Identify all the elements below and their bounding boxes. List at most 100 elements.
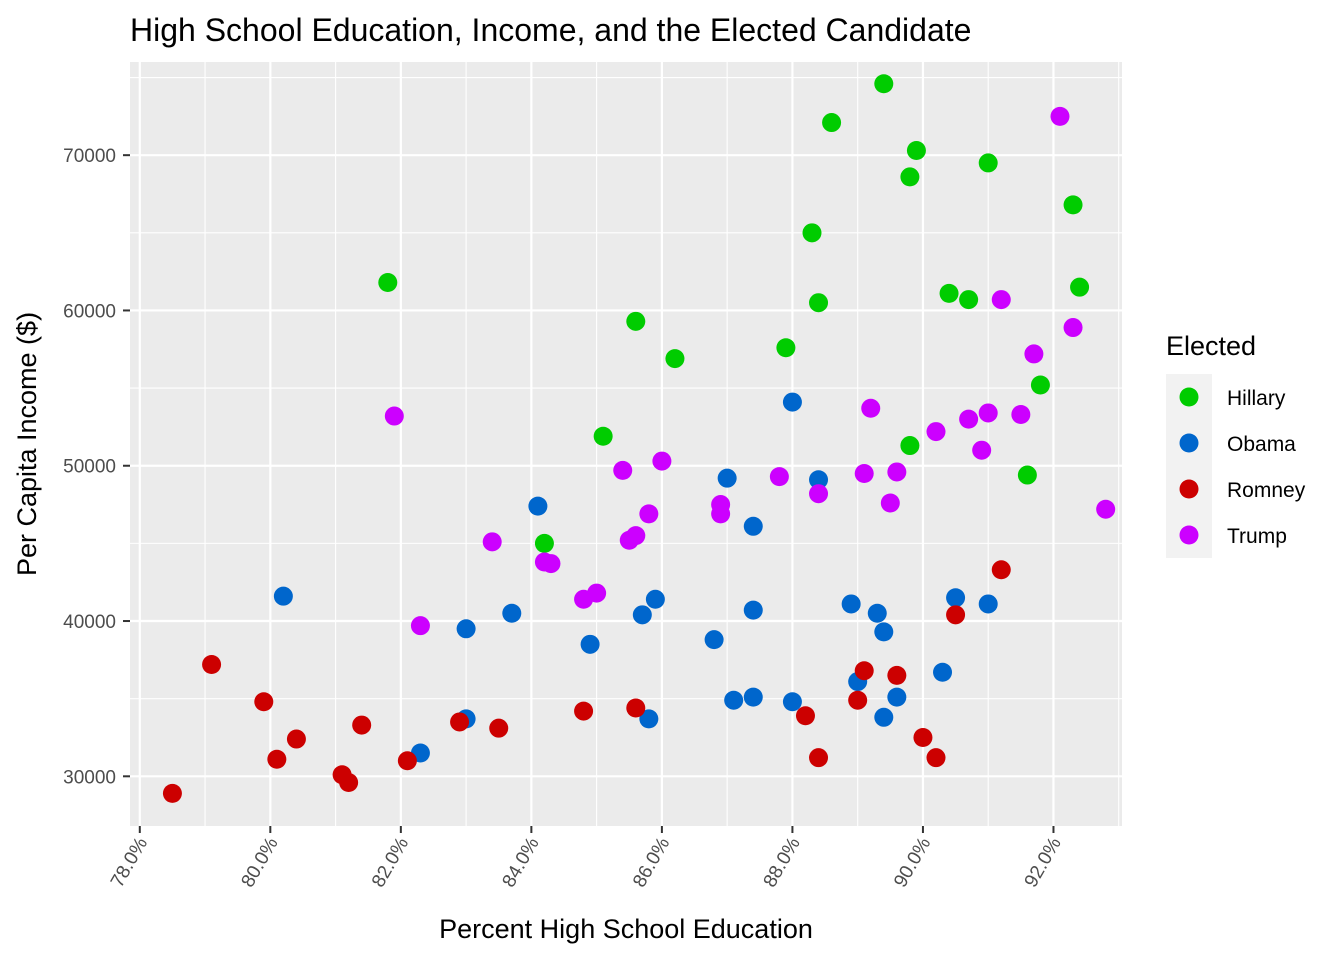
point-hillary bbox=[626, 311, 646, 331]
point-obama bbox=[632, 605, 652, 625]
point-obama bbox=[867, 603, 887, 623]
x-tick-label: 82.0% bbox=[368, 834, 413, 891]
point-hillary bbox=[939, 283, 959, 303]
point-trump bbox=[410, 616, 430, 636]
point-trump bbox=[861, 398, 881, 418]
point-obama bbox=[743, 687, 763, 707]
point-hillary bbox=[978, 153, 998, 173]
point-trump bbox=[959, 409, 979, 429]
legend: Elected Hillary Obama Romney Trump bbox=[1166, 331, 1306, 558]
point-romney bbox=[254, 692, 274, 712]
point-hillary bbox=[906, 141, 926, 161]
point-romney bbox=[397, 751, 417, 771]
legend-label-romney: Romney bbox=[1227, 479, 1306, 502]
point-obama bbox=[743, 516, 763, 536]
point-obama bbox=[639, 709, 659, 729]
x-axis-title: Percent High School Education bbox=[439, 914, 813, 944]
point-trump bbox=[809, 484, 829, 504]
point-hillary bbox=[900, 167, 920, 187]
point-trump bbox=[619, 530, 639, 550]
y-tick-label: 30000 bbox=[63, 767, 116, 788]
legend-swatch-trump bbox=[1179, 525, 1199, 545]
data-points bbox=[162, 74, 1116, 803]
point-obama bbox=[502, 603, 522, 623]
point-obama bbox=[978, 594, 998, 614]
point-trump bbox=[541, 554, 561, 574]
point-hillary bbox=[900, 436, 920, 456]
point-obama bbox=[456, 619, 476, 639]
point-obama bbox=[645, 589, 665, 609]
y-tick-label: 40000 bbox=[63, 612, 116, 633]
legend-title: Elected bbox=[1166, 331, 1256, 361]
x-axis: 78.0% 80.0% 82.0% 84.0% 86.0% 88.0% 90.0% 92.0% bbox=[107, 826, 1066, 891]
point-trump bbox=[887, 462, 907, 482]
y-axis: 30000 40000 50000 60000 70000 bbox=[63, 146, 130, 788]
legend-swatch-obama bbox=[1179, 433, 1199, 453]
point-obama bbox=[887, 687, 907, 707]
point-romney bbox=[450, 712, 470, 732]
point-romney bbox=[489, 718, 509, 738]
point-obama bbox=[717, 468, 737, 488]
point-hillary bbox=[809, 293, 829, 313]
point-romney bbox=[991, 560, 1011, 580]
point-hillary bbox=[874, 74, 894, 94]
point-romney bbox=[352, 715, 372, 735]
point-hillary bbox=[534, 533, 554, 553]
point-romney bbox=[946, 605, 966, 625]
point-hillary bbox=[1063, 195, 1083, 215]
x-tick-label: 90.0% bbox=[890, 834, 935, 891]
x-tick-label: 78.0% bbox=[107, 834, 152, 891]
legend-label-obama: Obama bbox=[1227, 433, 1296, 456]
point-obama bbox=[273, 586, 293, 606]
point-trump bbox=[639, 504, 659, 524]
point-trump bbox=[972, 440, 992, 460]
y-tick-label: 70000 bbox=[63, 146, 116, 167]
point-romney bbox=[162, 783, 182, 803]
point-hillary bbox=[959, 290, 979, 310]
point-obama bbox=[946, 588, 966, 608]
legend-label-trump: Trump bbox=[1227, 525, 1287, 548]
point-romney bbox=[913, 727, 933, 747]
point-obama bbox=[874, 622, 894, 642]
point-hillary bbox=[1070, 277, 1090, 297]
point-obama bbox=[809, 470, 829, 490]
point-trump bbox=[613, 460, 633, 480]
point-romney bbox=[267, 749, 287, 769]
point-hillary bbox=[1017, 465, 1037, 485]
point-romney bbox=[809, 748, 829, 768]
point-trump bbox=[880, 493, 900, 513]
point-obama bbox=[580, 634, 600, 654]
point-hillary bbox=[593, 426, 613, 446]
point-obama bbox=[782, 392, 802, 412]
x-tick-label: 86.0% bbox=[629, 834, 674, 891]
point-trump bbox=[652, 451, 672, 471]
legend-entries: Hillary Obama Romney Trump bbox=[1179, 387, 1306, 548]
point-trump bbox=[978, 403, 998, 423]
point-trump bbox=[1011, 404, 1031, 424]
point-romney bbox=[887, 665, 907, 685]
point-trump bbox=[991, 290, 1011, 310]
point-trump bbox=[574, 589, 594, 609]
point-trump bbox=[384, 406, 404, 426]
point-trump bbox=[1096, 499, 1116, 519]
point-hillary bbox=[1030, 375, 1050, 395]
y-tick-label: 60000 bbox=[63, 301, 116, 322]
legend-swatch-hillary bbox=[1179, 387, 1199, 407]
point-obama bbox=[528, 496, 548, 516]
point-romney bbox=[286, 729, 306, 749]
point-obama bbox=[743, 600, 763, 620]
point-romney bbox=[795, 706, 815, 726]
point-obama bbox=[704, 630, 724, 650]
plot-panel bbox=[130, 62, 1122, 826]
x-tick-label: 92.0% bbox=[1021, 834, 1066, 891]
legend-label-hillary: Hillary bbox=[1227, 387, 1286, 410]
point-romney bbox=[848, 690, 868, 710]
chart-title: High School Education, Income, and the E… bbox=[130, 12, 971, 48]
legend-swatch-romney bbox=[1179, 479, 1199, 499]
point-trump bbox=[1050, 106, 1070, 126]
x-tick-label: 88.0% bbox=[760, 834, 805, 891]
y-tick-label: 50000 bbox=[63, 457, 116, 478]
point-obama bbox=[874, 707, 894, 727]
x-tick-label: 84.0% bbox=[499, 834, 544, 891]
